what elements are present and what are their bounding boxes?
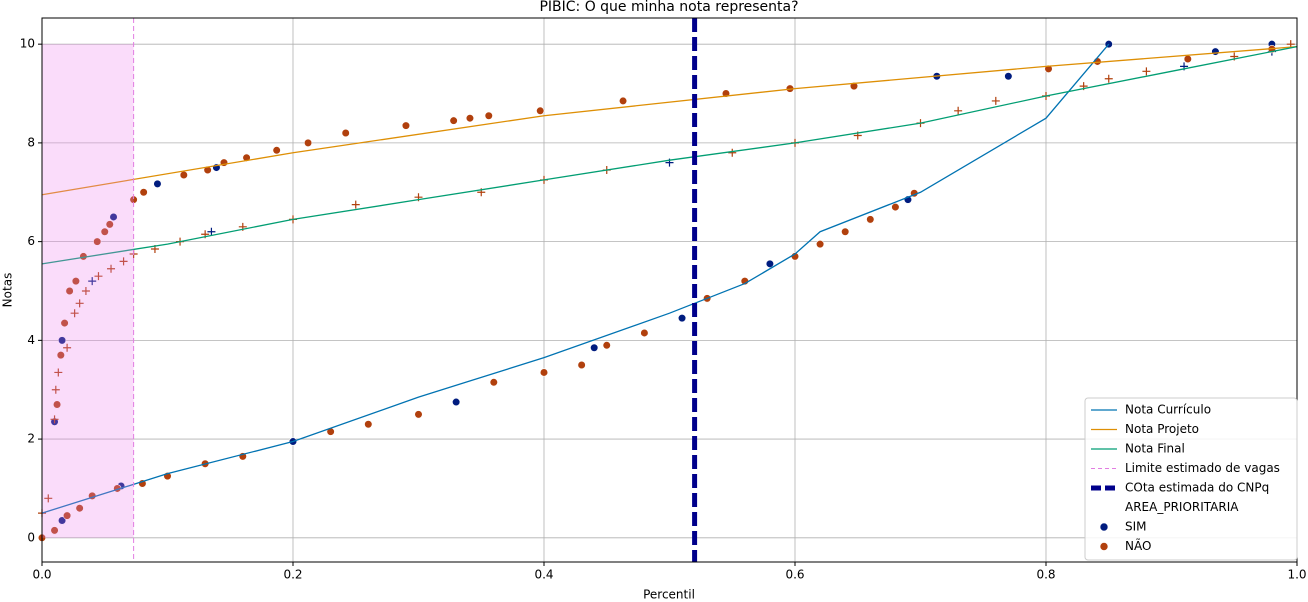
point-plus xyxy=(207,227,216,236)
point xyxy=(452,397,461,407)
y-tick-label: 6 xyxy=(27,234,35,248)
y-tick-label: 10 xyxy=(20,37,35,51)
point xyxy=(65,286,74,296)
point-plus xyxy=(44,494,53,503)
point xyxy=(401,121,411,130)
point xyxy=(57,516,67,525)
shaded-region xyxy=(42,44,134,538)
point xyxy=(100,227,109,236)
point xyxy=(60,318,69,328)
point-plus xyxy=(70,309,79,318)
x-tick-label: 0.4 xyxy=(534,568,553,582)
point-plus xyxy=(991,96,1000,105)
y-tick-label: 8 xyxy=(27,135,35,149)
point-plus xyxy=(728,148,737,157)
legend-swatch xyxy=(1099,542,1109,551)
legend-label: Nota Projeto xyxy=(1125,422,1199,436)
point xyxy=(489,378,498,387)
point-plus xyxy=(75,299,84,308)
point xyxy=(1004,72,1013,81)
legend-label: Limite estimado de vagas xyxy=(1125,461,1280,475)
legend-box xyxy=(1084,397,1298,561)
point-plus xyxy=(1104,74,1113,83)
point xyxy=(815,239,825,249)
point xyxy=(56,351,65,360)
point xyxy=(590,343,599,352)
point-plus xyxy=(50,415,59,424)
point xyxy=(866,215,875,224)
point-plus xyxy=(1142,67,1151,76)
y-tick-label: 2 xyxy=(27,432,35,446)
x-tick-label: 1.0 xyxy=(1287,568,1306,582)
point xyxy=(1211,47,1220,56)
point xyxy=(414,410,423,419)
point xyxy=(602,341,611,350)
x-axis-label: Percentil xyxy=(643,588,695,602)
chart-title: PIBIC: O que minha nota representa? xyxy=(539,0,798,15)
point xyxy=(484,111,493,120)
point xyxy=(465,114,475,123)
point xyxy=(765,259,775,268)
point xyxy=(272,146,281,155)
point-plus xyxy=(119,257,128,266)
point xyxy=(449,116,458,125)
point xyxy=(179,170,188,180)
y-axis-label: Notas xyxy=(1,273,15,308)
point-plus xyxy=(81,286,90,295)
point xyxy=(891,202,900,212)
point xyxy=(364,420,373,429)
point xyxy=(203,165,212,175)
legend-swatch xyxy=(1099,522,1109,532)
point xyxy=(71,277,80,286)
legend-label: COta estimada do CNPq xyxy=(1125,481,1269,495)
x-tick-label: 0.6 xyxy=(785,568,804,582)
point xyxy=(50,526,59,535)
point xyxy=(618,96,628,106)
point xyxy=(303,138,313,147)
x-tick-label: 0.8 xyxy=(1036,568,1055,582)
y-tick-label: 4 xyxy=(27,333,35,347)
point xyxy=(93,237,102,246)
point-plus xyxy=(88,277,97,286)
legend-title: AREA_PRIORITARIA xyxy=(1125,500,1239,514)
legend-label: Nota Final xyxy=(1125,442,1185,456)
point-plus xyxy=(63,343,72,352)
point xyxy=(536,106,545,115)
point xyxy=(341,128,350,138)
point xyxy=(849,82,859,91)
point xyxy=(52,400,62,409)
point xyxy=(75,504,84,513)
point xyxy=(105,220,114,229)
plot-frame xyxy=(41,17,1298,563)
legend-label: NÃO xyxy=(1125,538,1151,553)
point-plus xyxy=(107,264,116,273)
y-tick-label: 0 xyxy=(27,530,35,544)
point xyxy=(677,314,687,323)
point xyxy=(62,511,72,520)
point xyxy=(577,360,586,370)
legend-label: SIM xyxy=(1125,520,1147,534)
legend-label: Nota Currículo xyxy=(1125,403,1211,417)
point-plus xyxy=(954,106,963,115)
x-tick-label: 0.0 xyxy=(32,568,51,582)
point xyxy=(57,336,67,345)
x-tick-label: 0.2 xyxy=(283,568,302,582)
point xyxy=(539,368,549,377)
point-plus xyxy=(94,272,103,281)
point xyxy=(841,227,850,236)
point xyxy=(109,212,118,222)
point-plus xyxy=(351,200,360,209)
point-plus xyxy=(54,368,63,377)
point xyxy=(1183,54,1192,64)
point-plus xyxy=(51,385,60,394)
point xyxy=(640,328,649,338)
point xyxy=(139,188,148,197)
line xyxy=(41,45,1298,196)
line xyxy=(41,45,1298,265)
point xyxy=(153,179,162,188)
line xyxy=(41,43,1110,514)
